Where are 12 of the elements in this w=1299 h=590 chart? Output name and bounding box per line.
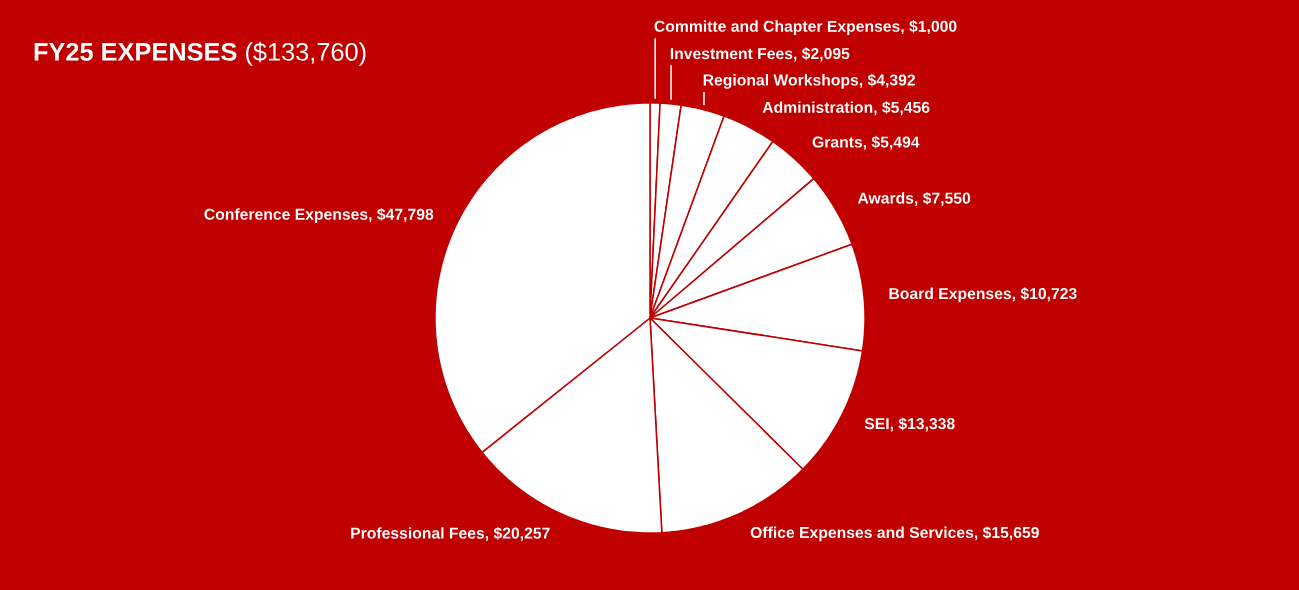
slice-label: Conference Expenses, $47,798: [204, 208, 434, 223]
slice-label: Regional Workshops, $4,392: [703, 73, 915, 89]
slice-label: Awards, $7,550: [857, 191, 971, 206]
slice-label: Investment Fees, $2,095: [670, 47, 850, 62]
text: FY25 EXPENSES ($133,760): [34, 41, 366, 66]
slice-label: Committe and Chapter Expenses, $1,000: [654, 20, 957, 35]
slice-label: Grants, $5,494: [812, 135, 920, 150]
slice-label: Office Expenses and Services, $15,659: [750, 526, 1039, 542]
slice-label: Administration, $5,456: [762, 101, 930, 116]
slice-label: Professional Fees, $20,257: [351, 526, 550, 541]
slice-label: Board Expenses, $10,723: [889, 287, 1077, 303]
slice-label: SEI, $13,338: [864, 417, 955, 432]
